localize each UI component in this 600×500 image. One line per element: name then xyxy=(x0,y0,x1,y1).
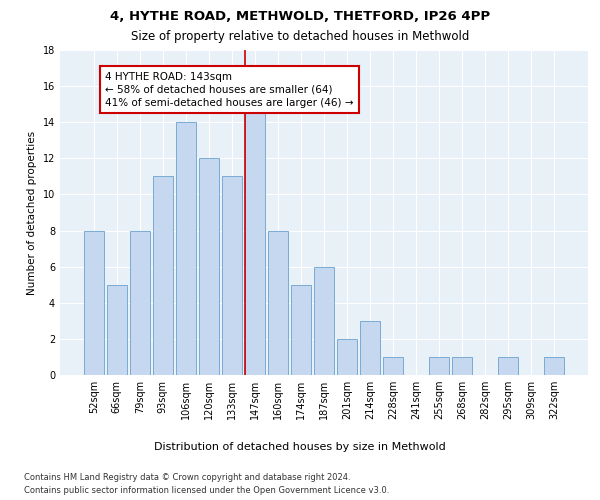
Bar xyxy=(222,176,242,375)
Bar xyxy=(84,230,104,375)
Bar xyxy=(268,230,288,375)
Text: Contains public sector information licensed under the Open Government Licence v3: Contains public sector information licen… xyxy=(24,486,389,495)
Bar xyxy=(199,158,218,375)
Text: 4, HYTHE ROAD, METHWOLD, THETFORD, IP26 4PP: 4, HYTHE ROAD, METHWOLD, THETFORD, IP26 … xyxy=(110,10,490,23)
Y-axis label: Number of detached properties: Number of detached properties xyxy=(27,130,37,294)
Text: Contains HM Land Registry data © Crown copyright and database right 2024.: Contains HM Land Registry data © Crown c… xyxy=(24,472,350,482)
Bar xyxy=(499,357,518,375)
Bar xyxy=(360,321,380,375)
Text: Size of property relative to detached houses in Methwold: Size of property relative to detached ho… xyxy=(131,30,469,43)
Bar xyxy=(544,357,564,375)
Bar xyxy=(314,266,334,375)
Text: Distribution of detached houses by size in Methwold: Distribution of detached houses by size … xyxy=(154,442,446,452)
Text: 4 HYTHE ROAD: 143sqm
← 58% of detached houses are smaller (64)
41% of semi-detac: 4 HYTHE ROAD: 143sqm ← 58% of detached h… xyxy=(105,72,354,108)
Bar xyxy=(430,357,449,375)
Bar xyxy=(107,284,127,375)
Bar xyxy=(130,230,149,375)
Bar xyxy=(245,104,265,375)
Bar xyxy=(176,122,196,375)
Bar xyxy=(383,357,403,375)
Bar xyxy=(153,176,173,375)
Bar xyxy=(291,284,311,375)
Bar xyxy=(337,339,357,375)
Bar xyxy=(452,357,472,375)
